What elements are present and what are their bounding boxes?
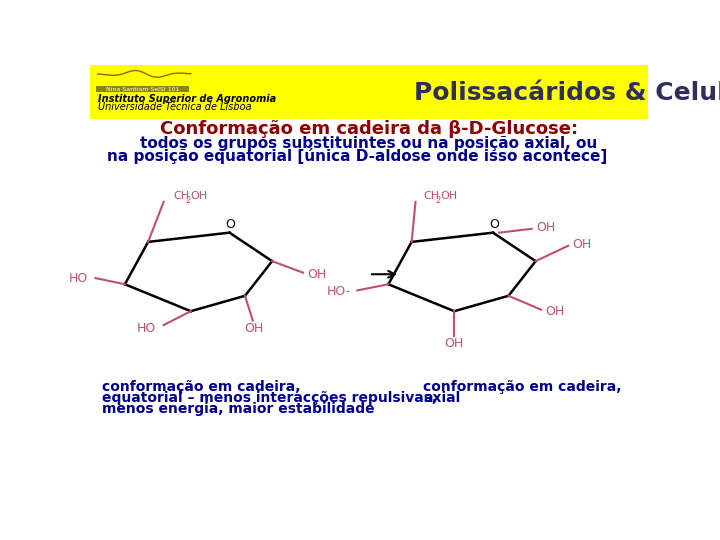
Text: Conformação em cadeira da β-D-Glucose:: Conformação em cadeira da β-D-Glucose: [160,120,578,138]
Text: OH: OH [545,305,564,318]
Text: OH: OH [441,191,457,201]
Text: conformação em cadeira,: conformação em cadeira, [423,381,622,395]
Text: HO-: HO- [327,286,351,299]
Text: OH: OH [445,337,464,350]
Bar [96,86,189,92]
Text: HO: HO [68,272,88,285]
Text: conformação em cadeira,: conformação em cadeira, [102,381,300,395]
Text: HO: HO [137,322,156,335]
Text: CH: CH [173,191,189,201]
Text: OH: OH [245,322,264,335]
Text: 2: 2 [436,196,441,205]
Text: OH: OH [536,221,555,234]
Text: equatorial – menos interacções repulsivas,: equatorial – menos interacções repulsiva… [102,392,437,406]
Text: Universidade Técnica de Lisboa: Universidade Técnica de Lisboa [98,102,251,112]
Text: Nina Santiam SeISI 101: Nina Santiam SeISI 101 [106,86,179,92]
Text: todos os grupos substituintes ou na posição axial, ou: todos os grupos substituintes ou na posi… [140,136,598,151]
Text: OH: OH [190,191,207,201]
Text: axial: axial [423,392,461,406]
Text: Instituto Superior de Agronomia: Instituto Superior de Agronomia [98,94,276,104]
Text: CH: CH [423,191,439,201]
Text: O: O [489,219,499,232]
Text: O: O [225,219,235,232]
Text: menos energia, maior estabilidade: menos energia, maior estabilidade [102,402,374,416]
Text: OH: OH [572,238,592,251]
Text: 2: 2 [185,196,191,205]
Bar [90,65,648,119]
Text: Polissacáridos & Celulose: Polissacáridos & Celulose [413,82,720,105]
Text: na posição equatorial [única D-aldose onde isso acontece]: na posição equatorial [única D-aldose on… [107,147,608,164]
Text: OH: OH [307,268,327,281]
